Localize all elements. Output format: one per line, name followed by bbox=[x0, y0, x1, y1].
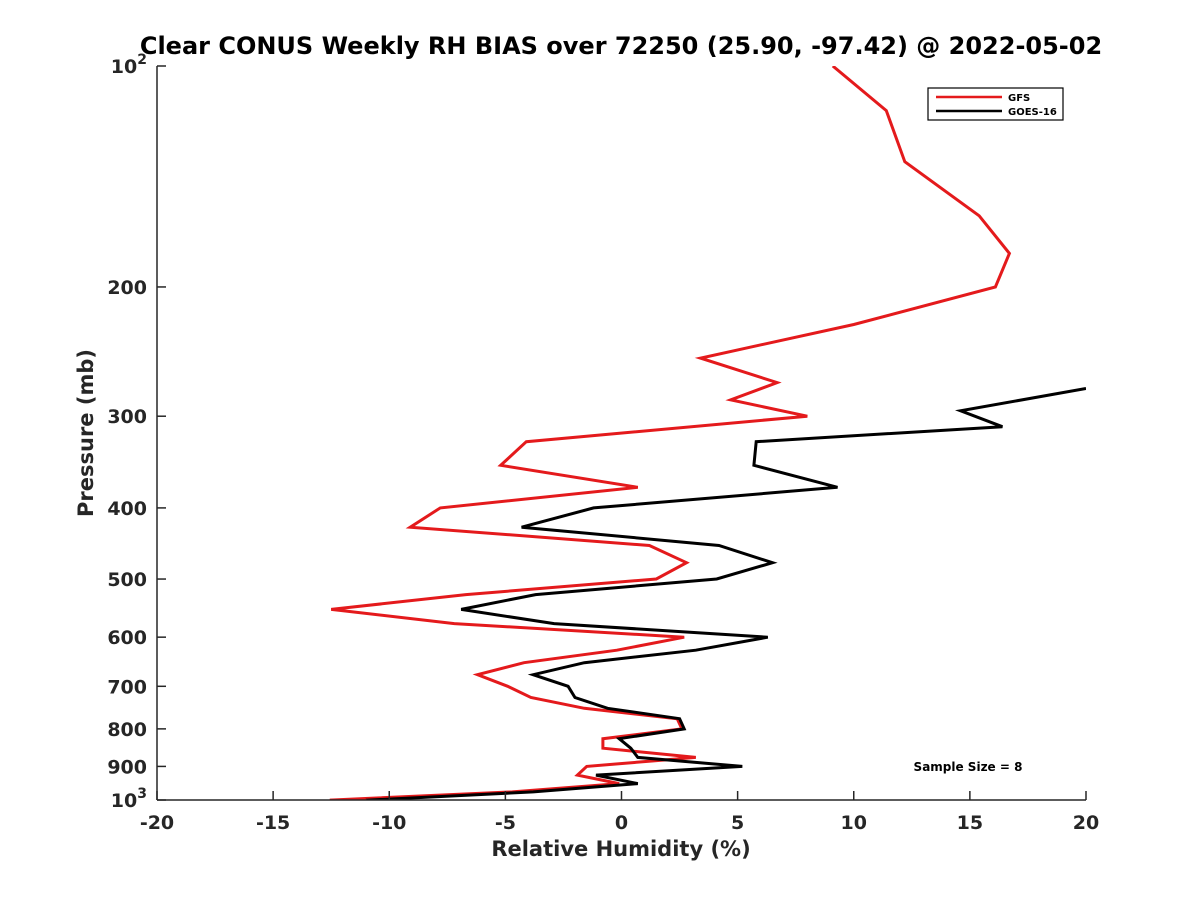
legend-label-gfs: GFS bbox=[1008, 93, 1030, 104]
x-tick-label: 0 bbox=[615, 812, 628, 834]
y-tick-label: 500 bbox=[107, 569, 147, 591]
y-tick-label: 103 bbox=[111, 786, 147, 812]
y-tick-label: 600 bbox=[107, 627, 147, 649]
sample-size-annotation: Sample Size = 8 bbox=[914, 760, 1023, 774]
y-tick-label: 200 bbox=[107, 277, 147, 299]
x-tick-label: 20 bbox=[1073, 812, 1099, 834]
chart-title: Clear CONUS Weekly RH BIAS over 72250 (2… bbox=[140, 32, 1102, 60]
y-axis-label: Pressure (mb) bbox=[74, 349, 98, 517]
legend-label-goes16: GOES-16 bbox=[1008, 107, 1057, 118]
x-tick-label: -5 bbox=[495, 812, 516, 834]
series-layer bbox=[329, 66, 1086, 800]
x-tick-label: -10 bbox=[372, 812, 406, 834]
series-line-goes16 bbox=[365, 387, 1086, 800]
x-tick-label: -20 bbox=[140, 812, 174, 834]
legend: GFS GOES-16 bbox=[927, 87, 1064, 121]
series-line-gfs bbox=[329, 66, 1012, 800]
x-tick-label: 15 bbox=[957, 812, 983, 834]
y-tick-label: 900 bbox=[107, 756, 147, 778]
x-tick-label: 5 bbox=[731, 812, 744, 834]
legend-box bbox=[927, 87, 1064, 121]
y-tick-label: 800 bbox=[107, 719, 147, 741]
plot-area bbox=[329, 66, 1086, 800]
x-tick-label: 10 bbox=[841, 812, 867, 834]
y-tick-label: 700 bbox=[107, 676, 147, 698]
y-axis-ticks: 102 200 300 400 500 600 700 800 900 103 bbox=[107, 52, 166, 812]
y-tick-label: 400 bbox=[107, 498, 147, 520]
y-tick-label: 300 bbox=[107, 406, 147, 428]
x-axis-ticks: -20 -15 -10 -5 0 5 10 15 20 bbox=[140, 791, 1099, 834]
x-axis-label: Relative Humidity (%) bbox=[491, 837, 750, 861]
y-tick-label: 102 bbox=[111, 52, 147, 78]
x-tick-label: -15 bbox=[256, 812, 290, 834]
